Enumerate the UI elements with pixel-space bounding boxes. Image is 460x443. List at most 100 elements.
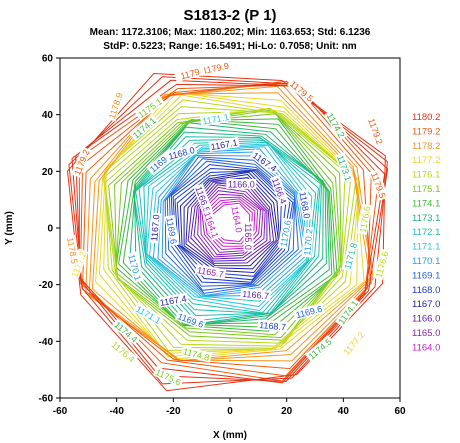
contour-line <box>199 190 264 256</box>
y-tick-label: -60 <box>39 394 54 405</box>
x-tick-label: -20 <box>166 406 181 417</box>
x-axis-label: X (mm) <box>213 430 247 441</box>
contour-label-bg <box>152 365 185 388</box>
contour-label-bg <box>111 318 141 346</box>
contour-label-bg <box>257 319 289 332</box>
contour-label: 1165.0 <box>243 221 254 252</box>
contour-line <box>185 177 277 267</box>
legend-entry: 1169.1 <box>412 270 440 281</box>
contour-label-text: 1165.0 <box>243 223 253 250</box>
contour-label-bg <box>249 148 281 175</box>
contour-label: 1165.7 <box>194 264 227 280</box>
contour-label-text: 1168.7 <box>259 320 287 332</box>
legend-entry: 1167.0 <box>412 299 440 310</box>
contour-line <box>133 131 324 325</box>
contour-line <box>201 193 262 253</box>
contour-label-bg <box>71 146 92 179</box>
y-tick-label: 40 <box>42 110 54 121</box>
contour-label-bg <box>334 152 355 184</box>
contour-label: 1170.2 <box>301 226 315 258</box>
legend-entry: 1170.1 <box>412 256 440 267</box>
contour-label-text: 1167.4 <box>159 293 187 308</box>
contour-label-bg <box>243 221 254 252</box>
contour-line <box>113 109 342 339</box>
contour-label-bg <box>148 212 162 244</box>
contour-label: 1169.6 <box>164 214 180 247</box>
contour-label-bg <box>305 335 335 363</box>
x-tick-label: 0 <box>227 406 233 417</box>
contour-label-text: 1164.0 <box>229 205 244 233</box>
contour-label-bg <box>372 248 391 281</box>
contour-label-bg <box>340 328 368 358</box>
legend-entry: 1177.2 <box>412 155 440 166</box>
contour-label-bg <box>240 288 272 301</box>
contour-label-text: 1168.0 <box>297 191 312 219</box>
contour-label: 1176.6 <box>356 203 373 235</box>
contour-label-text: 1167.0 <box>149 214 161 242</box>
contour-line <box>146 144 308 308</box>
contour-line <box>108 107 342 341</box>
contour-line <box>66 72 386 392</box>
x-tick-label: -40 <box>109 406 124 417</box>
contour-label-bg <box>341 240 360 272</box>
contour-label: 1166.0 <box>226 179 257 190</box>
contour-label-bg <box>287 77 317 105</box>
contour-label: 1168.7 <box>257 319 289 332</box>
contour-label-bg <box>193 183 213 215</box>
legend: 1180.2 1179.2 1178.2 1177.2 1176.1 1175.1 1174… <box>412 112 440 353</box>
contour-label-bg <box>65 234 81 267</box>
contour-label-text: 1178.5 <box>65 236 80 264</box>
contour-line <box>161 154 304 296</box>
contour-label-bg <box>165 144 198 162</box>
y-tick-label: 20 <box>42 167 54 178</box>
contour-line <box>152 148 308 297</box>
contour-label-text: 1171.1 <box>202 112 230 127</box>
contour-label-bg <box>133 302 165 327</box>
legend-entry: 1174.1 <box>412 198 440 209</box>
chart-stats-line-1: Mean: 1172.3106; Max: 1180.202; Min: 116… <box>90 27 371 38</box>
legend-entry: 1173.1 <box>412 213 440 224</box>
legend-entry: 1179.2 <box>412 126 440 137</box>
contour-label-bg <box>105 89 125 122</box>
legend-entry: 1166.0 <box>412 314 440 325</box>
contour-label-text: 1179 <box>179 67 200 82</box>
legend-entry: 1164.0 <box>412 342 440 353</box>
contour-label-bg <box>301 226 315 258</box>
legend-entry: 1180.2 <box>412 112 440 123</box>
contour-label-bg <box>293 302 325 321</box>
contour-label-bg <box>129 114 159 142</box>
y-tick-label: 0 <box>47 224 53 235</box>
contour-label-text: 1166.0 <box>228 180 255 190</box>
legend-entry: 1168.0 <box>412 285 440 296</box>
contour-label-bg <box>366 115 386 147</box>
legend-entry: 1171.1 <box>412 242 440 253</box>
contour-label-text: 1167.1 <box>210 138 238 153</box>
contour-label-bg <box>324 109 348 141</box>
contour-line <box>91 92 371 362</box>
contour-label-bg <box>164 214 180 247</box>
contour-label-text: 1165.7 <box>196 265 224 280</box>
y-axis-ticks: -60 -40 -20 0 20 40 60 <box>39 54 60 405</box>
contour-label: 1166.7 <box>240 288 272 301</box>
chart-title: S1813-2 (P 1) <box>183 7 276 24</box>
contour-label-text: 1170.6 <box>278 219 293 247</box>
contour-label-text: 1170.2 <box>302 228 314 256</box>
contour-label-bg <box>194 264 227 280</box>
chart-stats-line-2: StdP: 0.5223; Range: 16.5491; Hi-Lo: 0.7… <box>103 41 357 52</box>
x-axis-ticks: -60 -40 -20 0 20 40 60 <box>53 398 406 417</box>
contour-label-bg <box>226 179 257 189</box>
contour-label-bg <box>269 174 290 207</box>
x-tick-label: 20 <box>281 406 293 417</box>
contour-label-bg <box>368 169 389 201</box>
contour-line <box>148 146 308 302</box>
contour-label-bg <box>356 203 373 235</box>
contour-label-text: 1176.6 <box>358 205 373 233</box>
legend-entry: 1165.0 <box>412 328 440 339</box>
contour-line <box>176 170 282 277</box>
y-axis-label: Y (mm) <box>4 211 15 245</box>
y-tick-label: -40 <box>39 337 54 348</box>
contour-label-bg <box>180 345 213 363</box>
contour-line <box>157 151 307 297</box>
contour-line <box>122 119 333 325</box>
